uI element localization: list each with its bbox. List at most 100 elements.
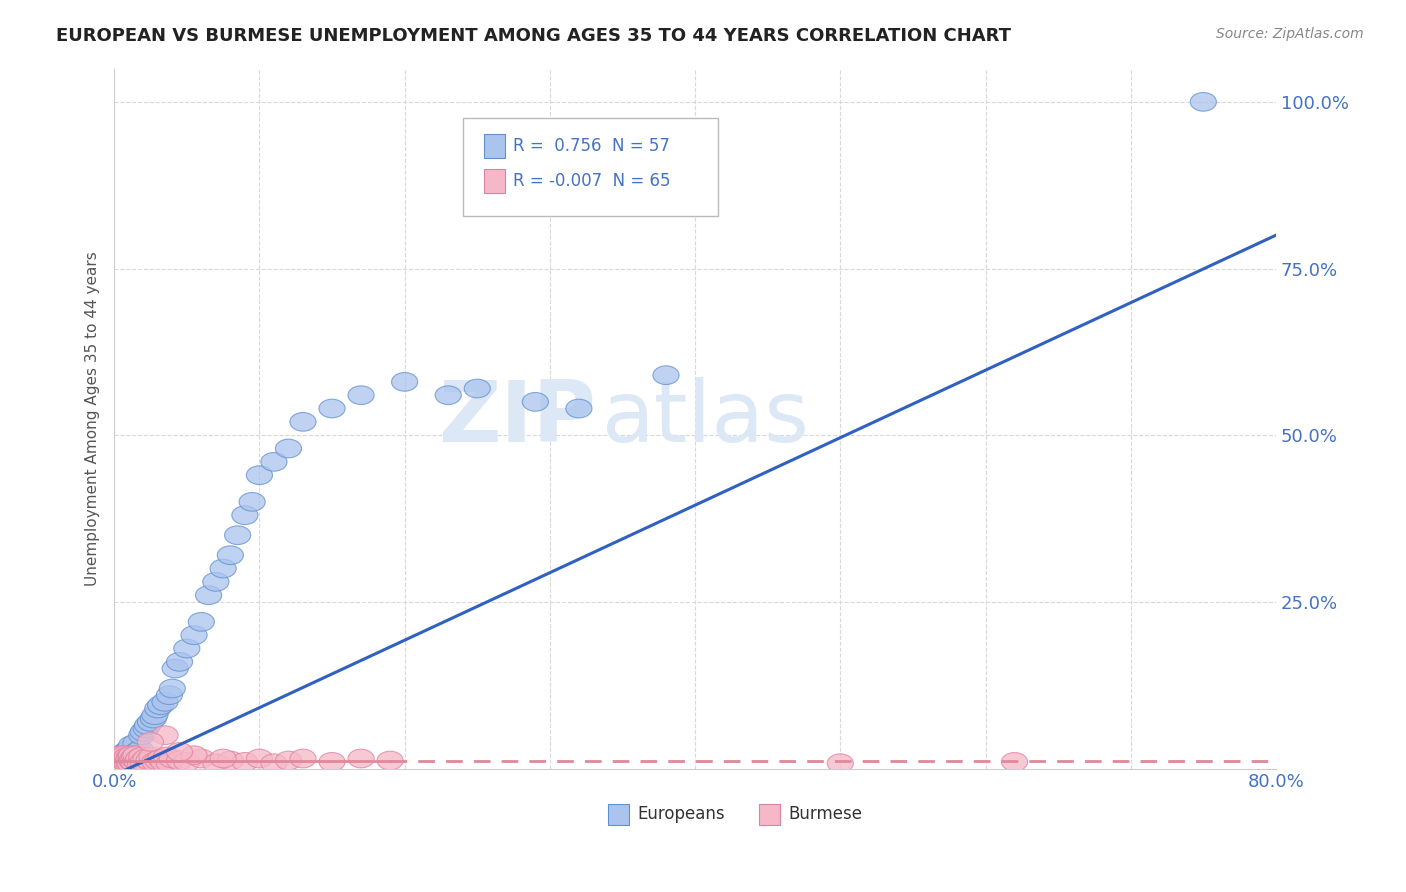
Ellipse shape (112, 749, 139, 768)
FancyBboxPatch shape (463, 118, 718, 216)
Ellipse shape (188, 749, 214, 768)
Ellipse shape (120, 746, 146, 764)
Ellipse shape (262, 452, 287, 471)
Text: R =  0.756  N = 57: R = 0.756 N = 57 (513, 137, 669, 155)
Ellipse shape (129, 726, 155, 745)
Ellipse shape (121, 754, 148, 772)
Ellipse shape (110, 754, 136, 772)
Ellipse shape (145, 699, 170, 718)
Ellipse shape (108, 749, 135, 768)
Ellipse shape (117, 754, 143, 772)
Ellipse shape (121, 749, 148, 768)
Ellipse shape (166, 742, 193, 761)
Ellipse shape (209, 559, 236, 578)
Ellipse shape (107, 751, 134, 770)
Ellipse shape (114, 754, 141, 772)
Ellipse shape (115, 753, 142, 772)
FancyBboxPatch shape (484, 134, 505, 158)
FancyBboxPatch shape (484, 169, 505, 194)
Ellipse shape (105, 747, 132, 766)
Ellipse shape (145, 751, 170, 770)
Text: atlas: atlas (602, 377, 810, 460)
Ellipse shape (349, 749, 374, 768)
Ellipse shape (128, 754, 153, 772)
Ellipse shape (128, 740, 153, 759)
Ellipse shape (104, 749, 131, 768)
Ellipse shape (148, 749, 174, 768)
Ellipse shape (565, 400, 592, 417)
Ellipse shape (290, 749, 316, 768)
Ellipse shape (103, 747, 129, 766)
Ellipse shape (136, 751, 162, 770)
Ellipse shape (209, 749, 236, 768)
Ellipse shape (124, 753, 150, 772)
Ellipse shape (115, 749, 142, 768)
Ellipse shape (111, 746, 138, 764)
Ellipse shape (319, 400, 344, 417)
Ellipse shape (276, 439, 301, 458)
Ellipse shape (105, 754, 132, 772)
Ellipse shape (120, 753, 146, 772)
Ellipse shape (112, 753, 139, 772)
Ellipse shape (105, 753, 132, 772)
Ellipse shape (115, 754, 142, 772)
Ellipse shape (464, 379, 491, 398)
Ellipse shape (135, 716, 160, 734)
Ellipse shape (218, 751, 243, 770)
Text: ZIP: ZIP (439, 377, 596, 460)
Ellipse shape (118, 746, 145, 764)
Text: R = -0.007  N = 65: R = -0.007 N = 65 (513, 172, 671, 190)
Ellipse shape (159, 679, 186, 698)
Ellipse shape (104, 756, 131, 774)
Ellipse shape (202, 754, 229, 772)
Ellipse shape (150, 753, 177, 772)
Ellipse shape (103, 751, 129, 770)
Ellipse shape (121, 747, 148, 766)
Ellipse shape (138, 732, 163, 751)
Text: Source: ZipAtlas.com: Source: ZipAtlas.com (1216, 27, 1364, 41)
Ellipse shape (118, 736, 145, 755)
Ellipse shape (290, 412, 316, 431)
Ellipse shape (108, 756, 135, 774)
Ellipse shape (166, 751, 193, 770)
FancyBboxPatch shape (607, 804, 628, 824)
Text: Europeans: Europeans (637, 805, 724, 823)
Ellipse shape (148, 696, 174, 714)
Ellipse shape (114, 747, 141, 766)
Ellipse shape (142, 753, 167, 772)
Ellipse shape (162, 659, 188, 678)
Ellipse shape (156, 754, 183, 772)
Ellipse shape (104, 753, 131, 772)
Ellipse shape (141, 709, 166, 728)
Ellipse shape (129, 747, 155, 766)
Y-axis label: Unemployment Among Ages 35 to 44 years: Unemployment Among Ages 35 to 44 years (86, 252, 100, 586)
Ellipse shape (111, 751, 138, 770)
Ellipse shape (202, 573, 229, 591)
Ellipse shape (153, 747, 180, 766)
Ellipse shape (181, 746, 207, 764)
Ellipse shape (156, 686, 183, 705)
Ellipse shape (107, 749, 134, 768)
FancyBboxPatch shape (759, 804, 780, 824)
Ellipse shape (110, 746, 136, 764)
Ellipse shape (107, 746, 134, 764)
Ellipse shape (218, 546, 243, 565)
Ellipse shape (117, 751, 143, 770)
Ellipse shape (105, 754, 132, 772)
Ellipse shape (159, 749, 186, 768)
Ellipse shape (349, 386, 374, 405)
Ellipse shape (134, 749, 159, 768)
Ellipse shape (134, 719, 159, 738)
Ellipse shape (108, 753, 135, 772)
Ellipse shape (122, 751, 149, 770)
Ellipse shape (391, 373, 418, 392)
Ellipse shape (522, 392, 548, 411)
Ellipse shape (107, 751, 134, 770)
Ellipse shape (181, 626, 207, 645)
Ellipse shape (152, 726, 179, 745)
Ellipse shape (239, 492, 266, 511)
Ellipse shape (174, 640, 200, 658)
Ellipse shape (434, 386, 461, 405)
Ellipse shape (111, 754, 138, 772)
Ellipse shape (246, 466, 273, 484)
